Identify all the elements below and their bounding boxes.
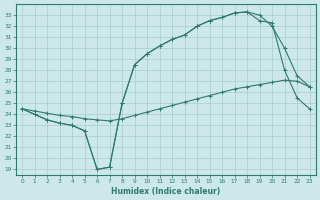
X-axis label: Humidex (Indice chaleur): Humidex (Indice chaleur) [111,187,220,196]
